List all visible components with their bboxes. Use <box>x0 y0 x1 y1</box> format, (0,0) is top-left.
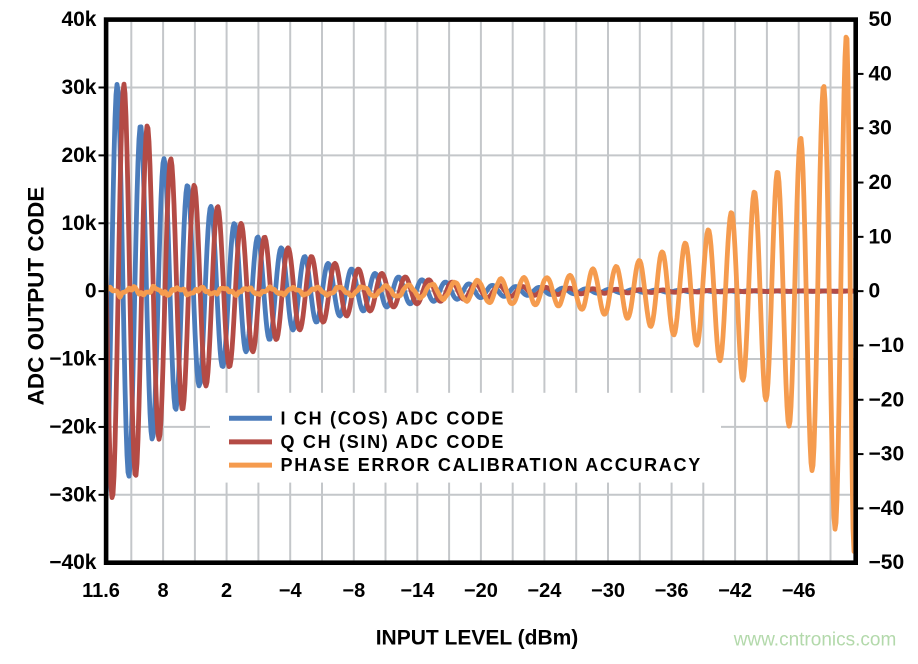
svg-text:−20k: −20k <box>49 415 97 438</box>
svg-text:−30: −30 <box>869 443 905 466</box>
svg-text:11.6: 11.6 <box>82 580 120 602</box>
svg-text:−14: −14 <box>400 580 435 602</box>
svg-text:−10: −10 <box>869 334 905 357</box>
svg-text:−10k: −10k <box>49 348 97 371</box>
svg-text:−30k: −30k <box>49 483 97 506</box>
svg-text:I CH (COS) ADC CODE: I CH (COS) ADC CODE <box>281 408 506 428</box>
svg-text:30: 30 <box>869 117 892 140</box>
svg-text:−20: −20 <box>869 388 905 411</box>
svg-text:−50: −50 <box>869 551 905 574</box>
svg-text:8: 8 <box>158 580 169 602</box>
svg-text:30k: 30k <box>61 76 96 99</box>
svg-text:−24: −24 <box>527 580 562 602</box>
svg-text:INPUT LEVEL (dBm): INPUT LEVEL (dBm) <box>376 627 579 650</box>
svg-text:−20: −20 <box>464 580 498 602</box>
svg-text:10k: 10k <box>61 212 96 235</box>
svg-text:40: 40 <box>869 62 892 85</box>
svg-text:0: 0 <box>85 280 97 303</box>
svg-text:−40: −40 <box>869 497 905 520</box>
svg-text:−4: −4 <box>279 580 303 602</box>
svg-text:www.cntronics.com: www.cntronics.com <box>733 630 897 651</box>
svg-text:2: 2 <box>221 580 232 602</box>
svg-text:20k: 20k <box>61 144 96 167</box>
svg-text:−8: −8 <box>342 580 365 602</box>
svg-text:PHASE ERROR CALIBRATION ACCURA: PHASE ERROR CALIBRATION ACCURACY <box>281 455 702 475</box>
svg-text:−42: −42 <box>718 580 752 602</box>
svg-text:−46: −46 <box>782 580 816 602</box>
svg-text:20: 20 <box>869 171 892 194</box>
svg-text:Q CH (SIN) ADC CODE: Q CH (SIN) ADC CODE <box>281 432 506 452</box>
svg-text:−40k: −40k <box>49 551 97 574</box>
svg-text:50: 50 <box>869 8 892 31</box>
svg-text:−30: −30 <box>591 580 625 602</box>
svg-text:ADC OUTPUT CODE: ADC OUTPUT CODE <box>24 187 49 406</box>
svg-text:−36: −36 <box>655 580 689 602</box>
svg-text:0: 0 <box>869 280 881 303</box>
svg-text:10: 10 <box>869 225 892 248</box>
svg-text:40k: 40k <box>61 8 96 31</box>
